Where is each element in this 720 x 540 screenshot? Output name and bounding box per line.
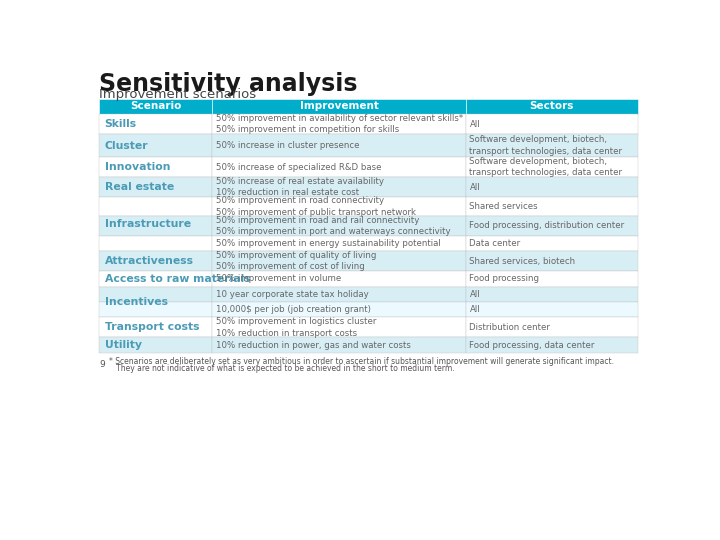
Text: Software development, biotech,
transport technologies, data center: Software development, biotech, transport… xyxy=(469,136,623,156)
Bar xyxy=(212,134,466,157)
Text: Utility: Utility xyxy=(104,340,142,350)
Text: Skills: Skills xyxy=(104,119,137,129)
Bar xyxy=(466,215,638,236)
Bar xyxy=(466,99,638,114)
Text: Incentives: Incentives xyxy=(104,297,168,307)
Bar xyxy=(99,318,212,338)
Text: Access to raw materials: Access to raw materials xyxy=(104,274,251,284)
Text: Software development, biotech,
transport technologies, data center: Software development, biotech, transport… xyxy=(469,157,623,178)
Text: Shared services: Shared services xyxy=(469,202,538,211)
Bar xyxy=(99,197,212,215)
Text: Food processing: Food processing xyxy=(469,274,539,284)
Bar xyxy=(466,251,638,271)
Text: All: All xyxy=(469,183,480,192)
Bar xyxy=(466,177,638,197)
Text: 10,000$ per job (job creation grant): 10,000$ per job (job creation grant) xyxy=(216,305,372,314)
Text: 50% improvement in road and rail connectivity
50% improvement in port and waterw: 50% improvement in road and rail connect… xyxy=(216,215,451,236)
Text: Distribution center: Distribution center xyxy=(469,323,550,332)
Text: Improvement scenarios: Improvement scenarios xyxy=(99,88,256,101)
Text: Innovation: Innovation xyxy=(104,162,170,172)
Bar xyxy=(466,114,638,134)
Text: 50% improvement in road connectivity
50% improvement of public transport network: 50% improvement in road connectivity 50%… xyxy=(216,196,416,217)
Bar xyxy=(99,302,212,318)
Text: Shared services, biotech: Shared services, biotech xyxy=(469,256,575,266)
Bar xyxy=(99,177,212,197)
Bar xyxy=(466,134,638,157)
Bar xyxy=(212,177,466,197)
Bar xyxy=(212,287,466,302)
Bar xyxy=(466,157,638,177)
Bar xyxy=(99,99,212,114)
Bar xyxy=(212,114,466,134)
Text: 50% increase in cluster presence: 50% increase in cluster presence xyxy=(216,141,360,150)
Bar xyxy=(99,157,212,177)
Text: 50% improvement in logistics cluster
10% reduction in transport costs: 50% improvement in logistics cluster 10%… xyxy=(216,317,377,338)
Bar xyxy=(212,302,466,318)
Text: Transport costs: Transport costs xyxy=(104,322,199,332)
Bar xyxy=(212,251,466,271)
Text: Real estate: Real estate xyxy=(104,182,174,192)
Bar xyxy=(99,236,212,251)
Text: Food processing, distribution center: Food processing, distribution center xyxy=(469,221,624,230)
Bar xyxy=(212,99,466,114)
Bar xyxy=(212,236,466,251)
Bar xyxy=(466,338,638,353)
Text: Attractiveness: Attractiveness xyxy=(104,256,194,266)
Text: 50% increase of specialized R&D base: 50% increase of specialized R&D base xyxy=(216,163,382,172)
Bar xyxy=(212,271,466,287)
Bar xyxy=(212,157,466,177)
Text: 50% improvement in availability of sector relevant skills*
50% improvement in co: 50% improvement in availability of secto… xyxy=(216,114,464,134)
Text: Data center: Data center xyxy=(469,239,521,248)
Bar xyxy=(99,134,212,157)
Bar xyxy=(212,318,466,338)
Text: 50% improvement of quality of living
50% improvement of cost of living: 50% improvement of quality of living 50%… xyxy=(216,251,377,272)
Text: * Scenarios are deliberately set as very ambitious in order to ascertain if subs: * Scenarios are deliberately set as very… xyxy=(109,356,613,366)
Text: All: All xyxy=(469,119,480,129)
Bar xyxy=(212,215,466,236)
Text: Infrastructure: Infrastructure xyxy=(104,219,191,229)
Text: 50% increase of real estate availability
10% reduction in real estate cost: 50% increase of real estate availability… xyxy=(216,177,384,198)
Text: Cluster: Cluster xyxy=(104,140,148,151)
Bar xyxy=(99,338,212,353)
Text: All: All xyxy=(469,290,480,299)
Text: 10 year corporate state tax holiday: 10 year corporate state tax holiday xyxy=(216,290,369,299)
Bar xyxy=(466,318,638,338)
Bar xyxy=(99,114,212,134)
Text: Scenario: Scenario xyxy=(130,102,181,111)
Bar xyxy=(99,271,212,287)
Bar xyxy=(466,271,638,287)
Text: They are not indicative of what is expected to be achieved in the short to mediu: They are not indicative of what is expec… xyxy=(109,363,454,373)
Text: Sectors: Sectors xyxy=(529,102,574,111)
Text: 10% reduction in power, gas and water costs: 10% reduction in power, gas and water co… xyxy=(216,341,411,349)
Bar xyxy=(99,215,212,236)
Bar xyxy=(99,251,212,271)
Text: 9: 9 xyxy=(99,361,105,369)
Bar xyxy=(212,197,466,215)
Bar xyxy=(466,302,638,318)
Bar xyxy=(466,197,638,215)
Bar xyxy=(466,287,638,302)
Bar xyxy=(466,236,638,251)
Text: All: All xyxy=(469,305,480,314)
Bar xyxy=(212,338,466,353)
Text: Improvement: Improvement xyxy=(300,102,379,111)
Text: 50% improvement in volume: 50% improvement in volume xyxy=(216,274,341,284)
Text: Sensitivity analysis: Sensitivity analysis xyxy=(99,72,358,97)
Bar xyxy=(99,287,212,302)
Text: 50% improvement in energy sustainability potential: 50% improvement in energy sustainability… xyxy=(216,239,441,248)
Text: Food processing, data center: Food processing, data center xyxy=(469,341,595,349)
